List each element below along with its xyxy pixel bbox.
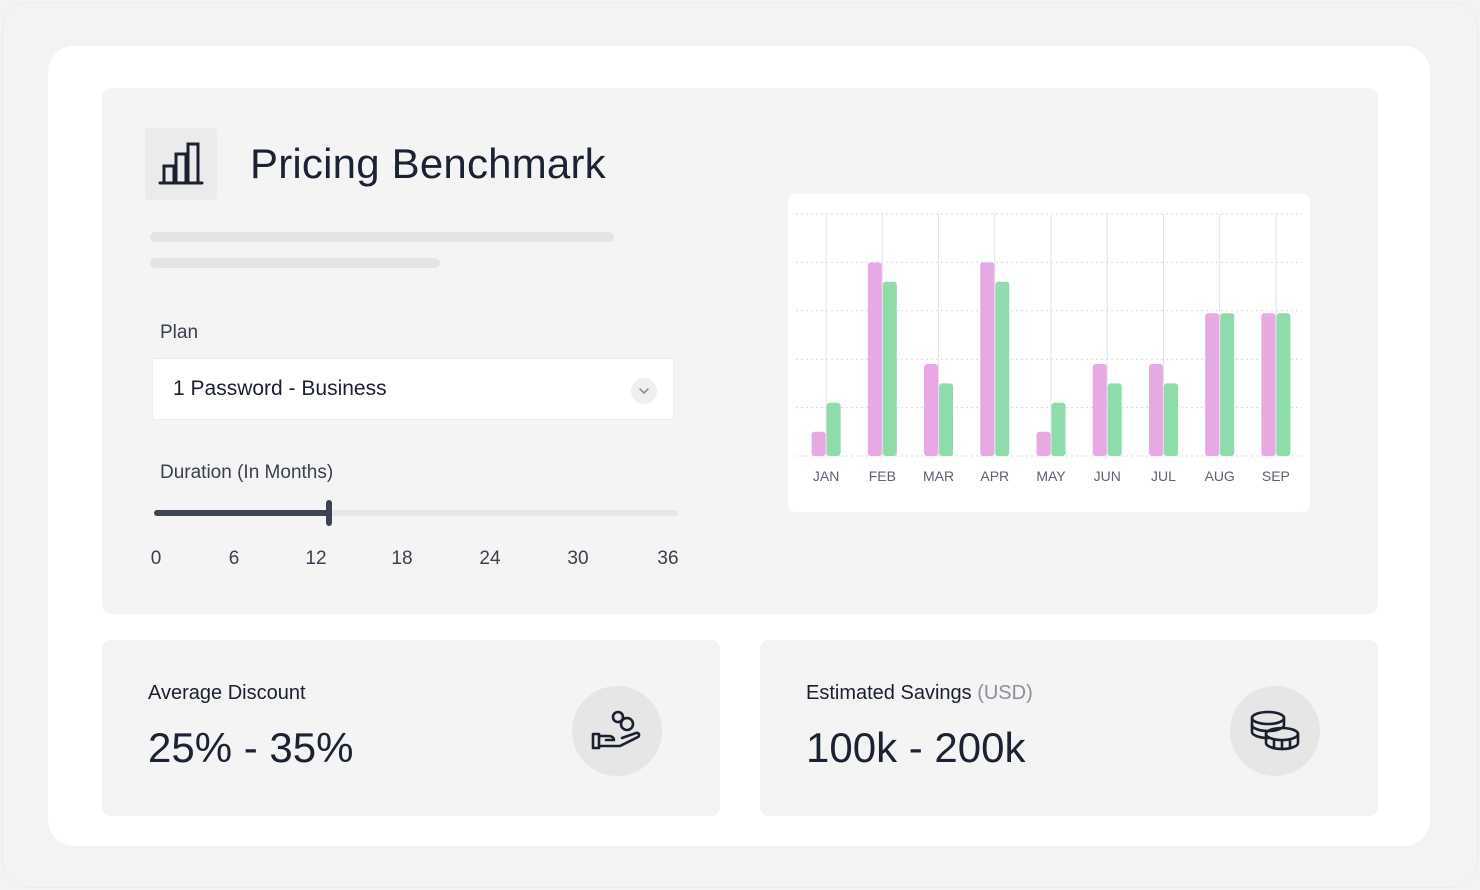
chart-bar [1261,313,1276,456]
slider-thumb[interactable] [325,500,332,526]
estimated-savings-value: 100k - 200k [806,724,1026,771]
chart-bar [1148,364,1163,456]
average-discount-value: 25% - 35% [148,724,354,771]
bar-chart-icon [145,128,217,200]
chevron-down-icon[interactable] [631,378,657,404]
chart-bar [1205,313,1220,456]
chart-x-tick-label: FEB [869,468,896,484]
page-title: Pricing Benchmark [250,140,606,187]
coins-stack-icon [1230,686,1320,776]
savings-label-text: Estimated Savings [806,682,972,704]
chart-bar [867,262,882,456]
placeholder-line [150,232,614,242]
chart-x-tick-label: AUG [1204,468,1234,484]
average-discount-card: Average Discount 25% - 35% [102,640,720,816]
average-discount-label: Average Discount [148,682,306,704]
chart-x-tick-label: MAR [923,468,954,484]
hand-coins-icon [572,686,662,776]
placeholder-line [150,258,440,268]
chart-x-tick-label: SEP [1262,468,1290,484]
duration-tick: 18 [391,548,413,569]
chart-bar [882,281,897,456]
plan-select[interactable]: 1 Password - Business [152,358,674,420]
chart-bar [1276,313,1291,456]
duration-tick: 30 [567,548,589,569]
main-card: Pricing Benchmark Plan 1 Password - Busi… [48,46,1430,846]
chart-bar [1163,383,1178,456]
chart-bar [995,281,1010,456]
chart-bar [826,402,841,456]
chart-bar [1092,364,1107,456]
duration-slider[interactable] [154,498,678,528]
duration-tick: 12 [305,548,327,569]
chart-bar [1220,313,1235,456]
plan-selected-value: 1 Password - Business [173,377,387,400]
savings-unit: (USD) [977,682,1033,704]
chart-bar [811,431,826,456]
slider-track[interactable] [154,510,678,516]
duration-tick: 0 [150,548,162,569]
chart-x-tick-label: JUN [1094,468,1121,484]
chart-bar [1051,402,1066,456]
estimated-savings-label: Estimated Savings (USD) [806,682,1033,705]
chart-x-tick-label: JAN [813,468,839,484]
benchmark-chart: JAN FEB MAR APR MAY JUN JUL AUG SEP [788,194,1310,512]
duration-tick: 36 [657,548,679,569]
plan-label: Plan [160,322,199,343]
slider-fill [154,510,329,516]
estimated-savings-card: Estimated Savings (USD) 100k - 200k [760,640,1378,816]
chart-x-tick-label: APR [980,468,1009,484]
chart-x-tick-label: JUL [1151,468,1176,484]
bar-chart: JAN FEB MAR APR MAY JUN JUL AUG SEP [796,213,1302,484]
chart-bar [1107,383,1122,456]
benchmark-panel: Pricing Benchmark Plan 1 Password - Busi… [102,88,1378,614]
duration-tick: 6 [228,548,240,569]
chart-bar [980,262,995,456]
chart-bar [1036,431,1051,456]
chart-bar [924,364,939,456]
chart-bar [939,383,954,456]
duration-tick: 24 [479,548,501,569]
duration-label: Duration (In Months) [160,462,334,483]
chart-x-tick-label: MAY [1036,468,1066,484]
